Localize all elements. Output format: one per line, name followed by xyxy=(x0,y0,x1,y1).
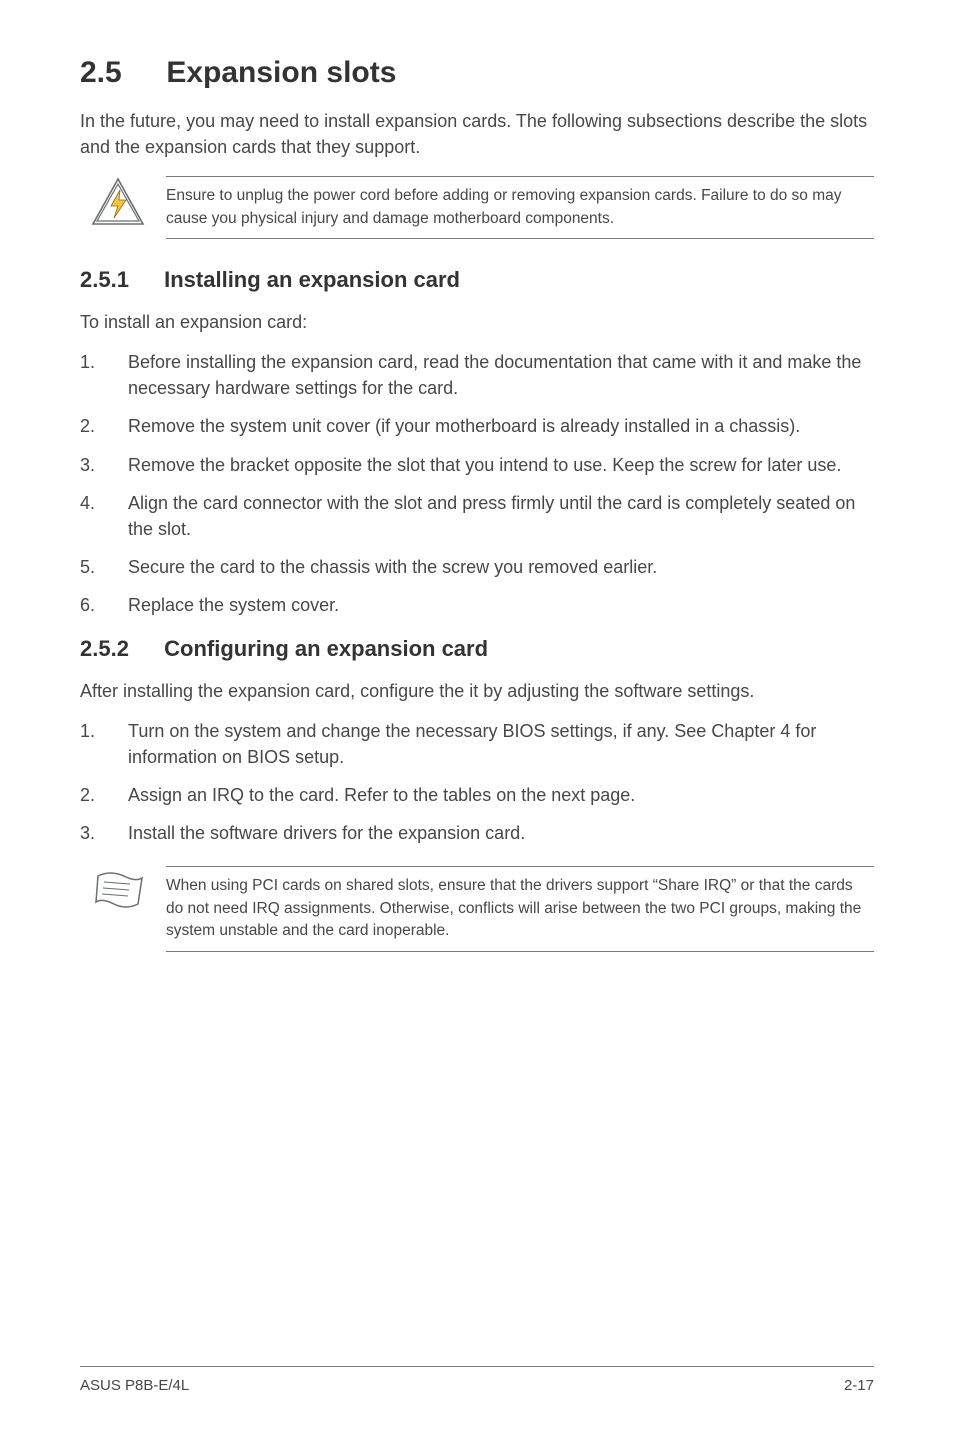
section2-title: Configuring an expansion card xyxy=(164,636,488,661)
note-paper-icon xyxy=(90,864,146,920)
note-callout: When using PCI cards on shared slots, en… xyxy=(80,864,874,951)
section1-number: 2.5.1 xyxy=(80,267,158,293)
warning-text: Ensure to unplug the power cord before a… xyxy=(166,185,874,230)
warning-text-wrap: Ensure to unplug the power cord before a… xyxy=(166,174,874,239)
list-item: 1.Before installing the expansion card, … xyxy=(80,349,874,401)
step-text: Remove the system unit cover (if your mo… xyxy=(128,413,874,439)
heading-number: 2.5 xyxy=(80,56,158,90)
footer-left: ASUS P8B-E/4L xyxy=(80,1377,189,1394)
intro-paragraph: In the future, you may need to install e… xyxy=(80,108,874,160)
section1-steps: 1.Before installing the expansion card, … xyxy=(80,349,874,618)
step-number: 2. xyxy=(80,413,128,439)
step-text: Turn on the system and change the necess… xyxy=(128,718,874,770)
heading-title: Expansion slots xyxy=(166,56,396,89)
list-item: 2.Remove the system unit cover (if your … xyxy=(80,413,874,439)
step-text: Secure the card to the chassis with the … xyxy=(128,554,874,580)
callout-rule-top xyxy=(166,866,874,867)
section2-steps: 1.Turn on the system and change the nece… xyxy=(80,718,874,846)
step-number: 2. xyxy=(80,782,128,808)
step-number: 1. xyxy=(80,718,128,770)
list-item: 3.Install the software drivers for the e… xyxy=(80,820,874,846)
step-number: 4. xyxy=(80,490,128,542)
step-text: Before installing the expansion card, re… xyxy=(128,349,874,401)
section1-heading: 2.5.1 Installing an expansion card xyxy=(80,267,874,293)
note-text-wrap: When using PCI cards on shared slots, en… xyxy=(166,864,874,951)
section1-title: Installing an expansion card xyxy=(164,267,460,292)
step-text: Install the software drivers for the exp… xyxy=(128,820,874,846)
warning-callout: Ensure to unplug the power cord before a… xyxy=(80,174,874,239)
step-text: Remove the bracket opposite the slot tha… xyxy=(128,452,874,478)
step-number: 3. xyxy=(80,452,128,478)
step-text: Assign an IRQ to the card. Refer to the … xyxy=(128,782,874,808)
step-text: Replace the system cover. xyxy=(128,592,874,618)
page-heading: 2.5 Expansion slots xyxy=(80,56,874,90)
list-item: 2.Assign an IRQ to the card. Refer to th… xyxy=(80,782,874,808)
lightning-warning-icon xyxy=(90,174,146,230)
list-item: 6.Replace the system cover. xyxy=(80,592,874,618)
section2-heading: 2.5.2 Configuring an expansion card xyxy=(80,636,874,662)
section2-number: 2.5.2 xyxy=(80,636,158,662)
step-text: Align the card connector with the slot a… xyxy=(128,490,874,542)
list-item: 3.Remove the bracket opposite the slot t… xyxy=(80,452,874,478)
list-item: 5.Secure the card to the chassis with th… xyxy=(80,554,874,580)
page-footer: ASUS P8B-E/4L 2-17 xyxy=(80,1366,874,1394)
callout-rule-top xyxy=(166,176,874,177)
section2-lead: After installing the expansion card, con… xyxy=(80,678,874,704)
step-number: 3. xyxy=(80,820,128,846)
list-item: 4.Align the card connector with the slot… xyxy=(80,490,874,542)
callout-rule-bottom xyxy=(166,951,874,952)
step-number: 5. xyxy=(80,554,128,580)
step-number: 6. xyxy=(80,592,128,618)
list-item: 1.Turn on the system and change the nece… xyxy=(80,718,874,770)
footer-right: 2-17 xyxy=(844,1377,874,1394)
callout-rule-bottom xyxy=(166,238,874,239)
note-text: When using PCI cards on shared slots, en… xyxy=(166,875,874,942)
step-number: 1. xyxy=(80,349,128,401)
section1-lead: To install an expansion card: xyxy=(80,309,874,335)
